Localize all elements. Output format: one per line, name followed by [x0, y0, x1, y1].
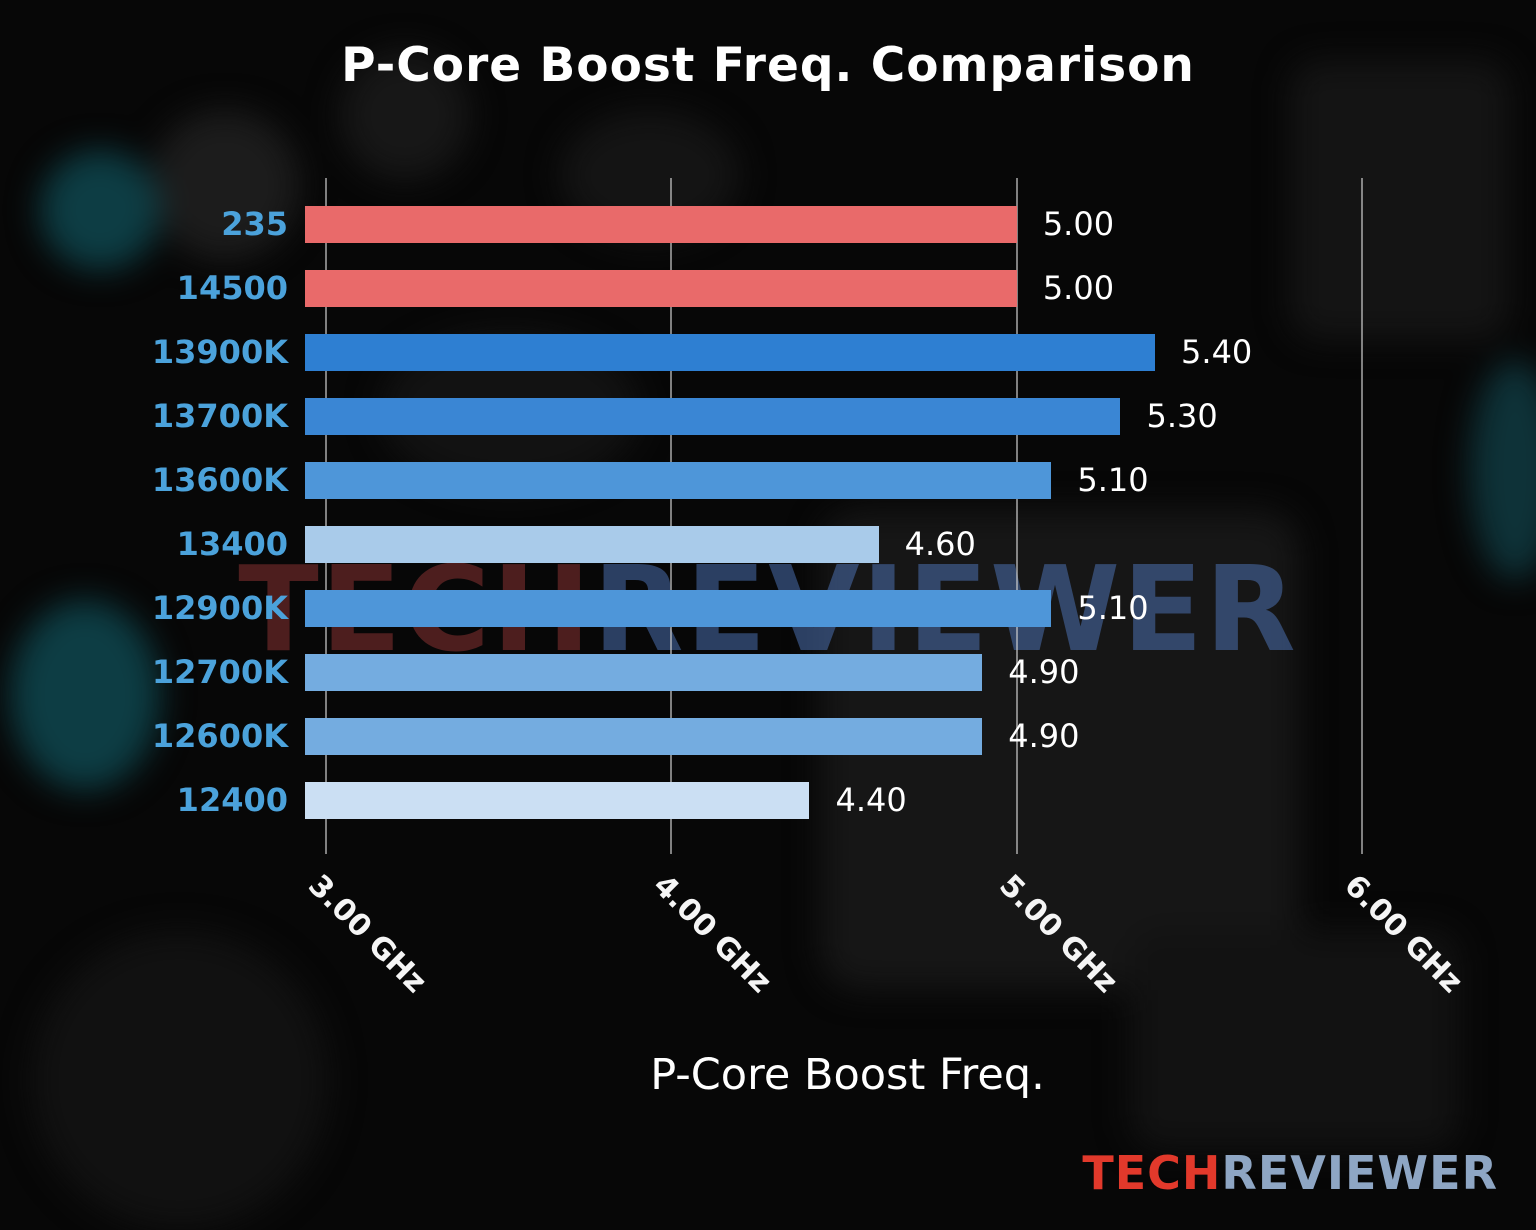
category-label: 12400	[176, 781, 288, 819]
bar-rows: 235 5.00 14500 5.00 13900K 5.40 13700K 5.30 1360…	[152, 192, 1390, 832]
x-tick-label: 5.00 GHz	[992, 868, 1125, 1000]
value-label: 5.30	[1146, 397, 1218, 435]
bar-row: 14500 5.00	[177, 256, 1390, 320]
bar	[305, 205, 1017, 243]
category-label: 13400	[176, 525, 288, 563]
category-label: 13700K	[151, 397, 288, 435]
bar	[305, 653, 983, 691]
bg-shape	[30, 930, 330, 1230]
category-label: 12900K	[151, 589, 288, 627]
bg-teal-glow	[1470, 360, 1536, 580]
bar-row: 235 5.00	[221, 192, 1390, 256]
chart-title: P-Core Boost Freq. Comparison	[341, 38, 1195, 93]
category-label: 12700K	[151, 653, 288, 691]
bar	[305, 525, 879, 563]
value-label: 5.10	[1077, 461, 1149, 499]
bar-row: 12700K 4.90	[152, 640, 1390, 704]
chart: P-Core Boost Freq. Comparison 235 5.00 145…	[152, 38, 1498, 1200]
bar	[305, 589, 1052, 627]
value-label: 5.40	[1181, 333, 1253, 371]
category-label: 235	[221, 205, 288, 243]
gridline	[1015, 178, 1018, 854]
bar	[305, 397, 1121, 435]
category-label: 14500	[176, 269, 288, 307]
bg-capacitor-shape	[150, 110, 300, 260]
bar	[305, 781, 810, 819]
bar-row: 13400 4.60	[177, 512, 1390, 576]
gridline	[324, 178, 327, 854]
value-label: 4.90	[1008, 717, 1080, 755]
bar	[305, 333, 1156, 371]
background-photo	[10, 50, 1536, 1150]
bar	[305, 461, 1052, 499]
category-label: 13600K	[151, 461, 288, 499]
x-tick-label: 4.00 GHz	[646, 868, 779, 1000]
bg-shape	[1290, 60, 1510, 340]
bar	[305, 717, 983, 755]
bg-teal-glow	[40, 150, 160, 270]
x-tick-label: 3.00 GHz	[300, 868, 433, 1000]
value-label: 4.40	[835, 781, 907, 819]
bg-capacitor-shape	[340, 50, 470, 180]
brand-logo: TECHREVIEWER	[1082, 1146, 1498, 1200]
category-label: 13900K	[151, 333, 288, 371]
bar-row: 13700K 5.30	[152, 384, 1390, 448]
bg-shape	[1130, 930, 1460, 1150]
gridline	[670, 178, 673, 854]
value-label: 5.00	[1042, 269, 1115, 307]
x-axis-label: P-Core Boost Freq.	[650, 1050, 1045, 1100]
bar-row: 13900K 5.40	[152, 320, 1390, 384]
bar-row: 12600K 4.90	[152, 704, 1390, 768]
value-label: 5.10	[1077, 589, 1149, 627]
bar-row: 13600K 5.10	[152, 448, 1390, 512]
bar-row: 12900K 5.10	[152, 576, 1390, 640]
bar	[305, 269, 1017, 307]
category-label: 12600K	[151, 717, 288, 755]
brand-logo-tech: TECH	[1082, 1146, 1222, 1200]
brand-logo-reviewer: REVIEWER	[1221, 1146, 1498, 1200]
x-tick-label: 6.00 GHz	[1337, 868, 1470, 1000]
plot-area: 235 5.00 14500 5.00 13900K 5.40 13700K 5.30 1360…	[152, 178, 1470, 1000]
value-label: 4.60	[904, 525, 976, 563]
bg-teal-glow	[10, 600, 160, 790]
gridline	[1361, 178, 1364, 854]
value-label: 4.90	[1008, 653, 1080, 691]
value-label: 5.00	[1042, 205, 1115, 243]
bar-row: 12400 4.40	[177, 768, 1390, 832]
